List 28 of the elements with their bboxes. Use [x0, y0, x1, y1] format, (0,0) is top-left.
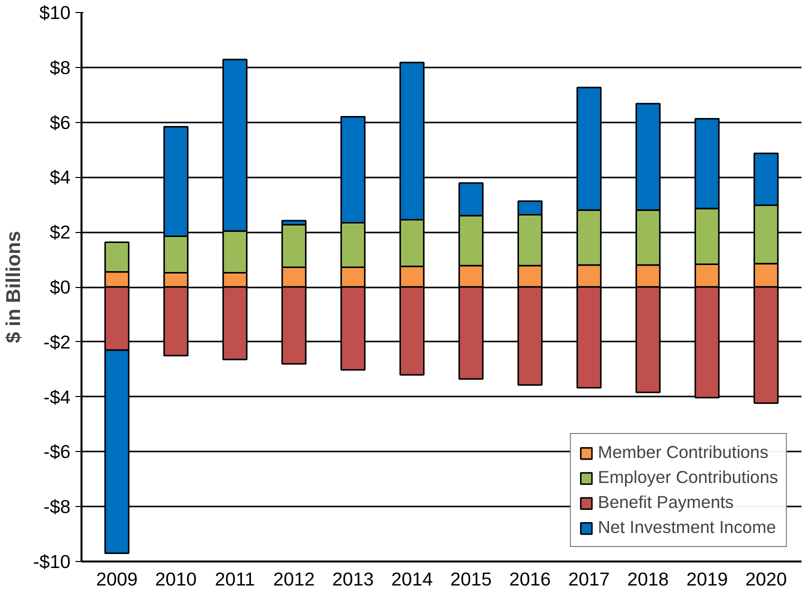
x-tick-label: 2015 — [450, 568, 492, 590]
y-tick-label: $10 — [39, 2, 71, 23]
x-tick-label: 2019 — [686, 568, 728, 590]
x-tick-label: 2020 — [745, 568, 787, 590]
y-tick-label: -$8 — [44, 496, 71, 518]
x-tick-label: 2011 — [214, 568, 256, 590]
legend-label: Net Investment Income — [598, 517, 776, 538]
x-tick-label: 2013 — [332, 568, 374, 590]
y-tick-label: -$10 — [33, 551, 71, 572]
legend-label: Member Contributions — [598, 442, 768, 463]
y-tick-label: $2 — [50, 222, 71, 243]
y-tick-label: $6 — [50, 112, 71, 133]
x-tick-label: 2014 — [391, 568, 433, 590]
y-tick-label: $4 — [50, 166, 71, 188]
legend-label: Employer Contributions — [598, 467, 778, 488]
y-tick-label: -$6 — [44, 441, 71, 462]
x-tick-label: 2017 — [568, 568, 610, 590]
x-tick-label: 2009 — [96, 568, 138, 590]
x-tick-label: 2018 — [627, 568, 669, 590]
y-axis-title: $ in Billions — [3, 230, 26, 344]
legend-label: Benefit Payments — [598, 492, 734, 513]
y-tick-label: $8 — [50, 56, 71, 78]
x-tick-label: 2010 — [155, 568, 197, 590]
y-tick-label: -$2 — [44, 331, 71, 352]
x-tick-label: 2016 — [509, 568, 551, 590]
y-tick-label: $0 — [50, 276, 71, 298]
y-tick-label: -$4 — [44, 386, 71, 408]
x-tick-label: 2012 — [273, 568, 315, 590]
